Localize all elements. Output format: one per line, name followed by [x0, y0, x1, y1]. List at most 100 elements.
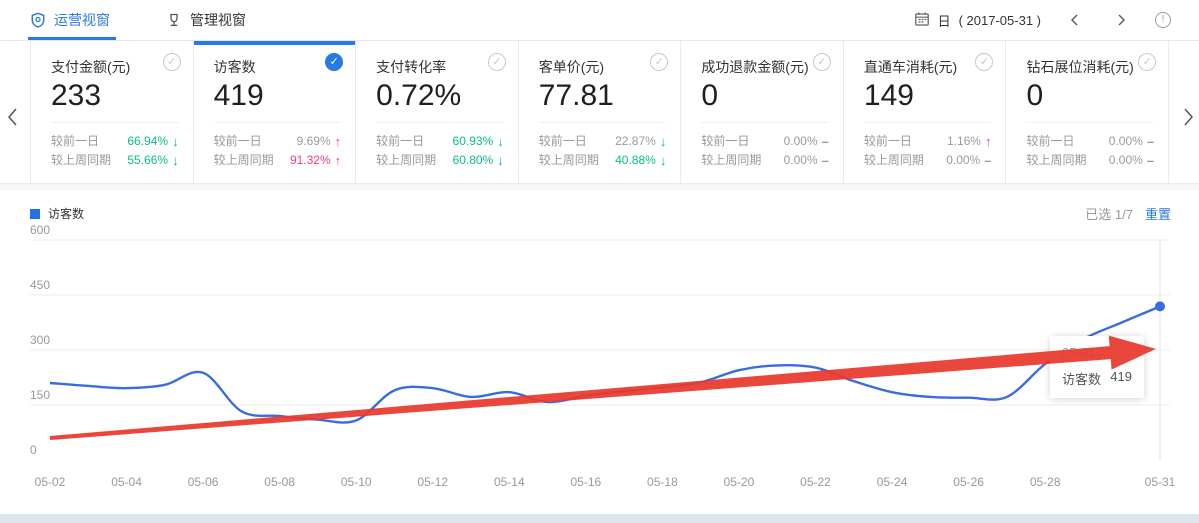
comparison-label: 较前一日 — [51, 134, 100, 148]
comparison-label: 较上周同期 — [1026, 153, 1087, 167]
legend-label: 访客数 — [48, 207, 85, 221]
comparison-label: 较前一日 — [213, 134, 262, 148]
metric-title: 支付转化率 — [376, 59, 447, 75]
metric-cards-row: ✓ 支付金额(元) 233 较前一日 66.94% ↓ 较上周同期 55.66% ↓… — [30, 41, 1170, 183]
trend-icon: ↓ — [497, 153, 504, 168]
metric-card[interactable]: ✓ 直通车消耗(元) 149 较前一日 1.16% ↑ 较上周同期 0.00% – — [843, 41, 1007, 183]
metric-card[interactable]: ✓ 钻石展位消耗(元) 0 较前一日 0.00% – 较上周同期 0.00% – — [1006, 41, 1170, 183]
metric-title: 钻石展位消耗(元) — [1026, 59, 1134, 75]
comparison-row: 较前一日 0.00% – — [1026, 132, 1154, 151]
comparison-label: 较上周同期 — [538, 153, 599, 167]
card-check-icon[interactable]: ✓ — [975, 53, 994, 71]
comparison-label: 较前一日 — [538, 134, 587, 148]
tab-label: 管理视窗 — [190, 12, 246, 28]
comparison-label: 较上周同期 — [863, 153, 924, 167]
chart-controls: 已选 1/7 重置 — [1085, 204, 1171, 223]
svg-text:05-08: 05-08 — [264, 475, 295, 489]
comparison-label: 较前一日 — [376, 134, 425, 148]
legend-swatch — [30, 208, 40, 219]
metric-card[interactable]: ✓ 支付金额(元) 233 较前一日 66.94% ↓ 较上周同期 55.66% ↓ — [31, 41, 194, 183]
trend-icon: ↓ — [497, 134, 504, 149]
comparison-label: 较上周同期 — [213, 153, 274, 167]
trend-icon: – — [1146, 153, 1155, 168]
metric-cards-section: ✓ 支付金额(元) 233 较前一日 66.94% ↓ 较上周同期 55.66% ↓… — [0, 41, 1199, 183]
comparison-value: 55.66% — [127, 153, 169, 167]
metric-title: 客单价(元) — [538, 59, 605, 75]
trend-chart-section: 访客数 已选 1/7 重置 0 150 300 450 600 05-02 05-04 05-… — [0, 190, 1199, 514]
comparison-label: 较上周同期 — [376, 153, 437, 167]
card-check-icon[interactable]: ✓ — [325, 53, 344, 71]
trend-icon: ↓ — [659, 134, 667, 149]
svg-text:05-31: 05-31 — [1145, 475, 1176, 489]
comparison-value: 0.00% — [783, 134, 818, 148]
card-check-icon[interactable]: ✓ — [487, 53, 506, 71]
card-check-icon[interactable]: ✓ — [1138, 53, 1157, 71]
trend-icon: – — [1146, 134, 1155, 149]
metric-title: 支付金额(元) — [51, 59, 131, 75]
next-date-button[interactable] — [1108, 13, 1135, 27]
comparison-row: 较上周同期 60.80% ↓ — [376, 151, 504, 170]
trend-icon: ↓ — [172, 134, 179, 149]
metrics-next-button[interactable] — [1182, 107, 1196, 132]
metric-card[interactable]: ✓ 客单价(元) 77.81 较前一日 22.87% ↓ 较上周同期 40.88%… — [518, 41, 682, 183]
metric-value: 0 — [701, 79, 718, 112]
comparison-value: 66.94% — [127, 134, 169, 148]
metric-value: 419 — [213, 79, 264, 112]
comparison-value: 0.00% — [783, 153, 818, 167]
comparison-value: 60.80% — [452, 153, 494, 167]
comparison-row: 较前一日 0.00% – — [701, 132, 829, 151]
svg-text:300: 300 — [30, 333, 50, 347]
metrics-prev-button[interactable] — [5, 107, 19, 132]
metric-card[interactable]: ✓ 支付转化率 0.72% 较前一日 60.93% ↓ 较上周同期 60.80% ↓ — [356, 41, 519, 183]
trophy-icon — [166, 12, 182, 28]
bottom-strip — [0, 514, 1199, 523]
metric-title: 直通车消耗(元) — [863, 59, 958, 75]
metric-title: 访客数 — [213, 59, 256, 75]
comparison-value: 0.00% — [1108, 134, 1143, 148]
card-check-icon[interactable]: ✓ — [162, 53, 181, 71]
svg-text:05-06: 05-06 — [188, 475, 219, 489]
comparison-value: 0.00% — [946, 153, 981, 167]
top-tab-bar: 运营视窗 管理视窗 日 ( 2017-05-31 ) ! — [0, 0, 1199, 41]
tab-operations-view[interactable]: 运营视窗 — [28, 0, 116, 40]
trend-icon: – — [821, 134, 829, 149]
comparison-row: 较前一日 66.94% ↓ — [51, 132, 179, 151]
tooltip-value: 419 — [1110, 369, 1132, 384]
trend-icon: ↓ — [172, 153, 179, 168]
comparison-row: 较前一日 1.16% ↑ — [864, 132, 992, 151]
metric-card[interactable]: ✓ 访客数 419 较前一日 9.69% ↑ 较上周同期 91.32% ↑ — [193, 41, 357, 183]
svg-text:05-26: 05-26 — [953, 475, 984, 489]
trend-icon: ↑ — [334, 134, 342, 149]
tab-management-view[interactable]: 管理视窗 — [166, 0, 246, 40]
svg-text:05-04: 05-04 — [111, 475, 142, 489]
metric-card[interactable]: ✓ 成功退款金额(元) 0 较前一日 0.00% – 较上周同期 0.00% – — [681, 41, 844, 183]
metric-value: 77.81 — [538, 79, 614, 112]
reset-link[interactable]: 重置 — [1144, 207, 1171, 222]
comparison-value: 1.16% — [946, 134, 981, 148]
card-check-icon[interactable]: ✓ — [812, 53, 831, 71]
svg-text:0: 0 — [30, 443, 37, 457]
svg-text:150: 150 — [30, 388, 50, 402]
info-icon[interactable]: ! — [1155, 12, 1171, 28]
metric-value: 0 — [1026, 79, 1044, 112]
comparison-row: 较上周同期 55.66% ↓ — [51, 151, 179, 170]
svg-text:05-02: 05-02 — [35, 475, 66, 489]
comparison-label: 较上周同期 — [51, 153, 112, 167]
comparison-row: 较前一日 9.69% ↑ — [214, 132, 342, 151]
legend-item-visitors[interactable]: 访客数 — [30, 205, 84, 222]
line-chart: 0 150 300 450 600 05-02 05-04 05-06 05-08 05-10 05… — [30, 223, 1176, 489]
prev-date-button[interactable] — [1061, 13, 1088, 27]
trend-icon: – — [821, 153, 829, 168]
tooltip-series-name: 访客数 — [1062, 372, 1102, 387]
comparison-row: 较上周同期 0.00% – — [1026, 151, 1154, 170]
shield-icon — [30, 12, 46, 28]
svg-text:05-20: 05-20 — [724, 475, 755, 489]
comparison-value: 40.88% — [615, 153, 656, 167]
card-check-icon[interactable]: ✓ — [650, 53, 669, 71]
date-picker[interactable]: 日 ( 2017-05-31 ) — [914, 11, 1041, 30]
topbar-controls: 日 ( 2017-05-31 ) ! — [914, 0, 1199, 40]
comparison-row: 较前一日 60.93% ↓ — [376, 132, 504, 151]
comparison-label: 较上周同期 — [701, 153, 762, 167]
svg-text:600: 600 — [30, 223, 50, 237]
